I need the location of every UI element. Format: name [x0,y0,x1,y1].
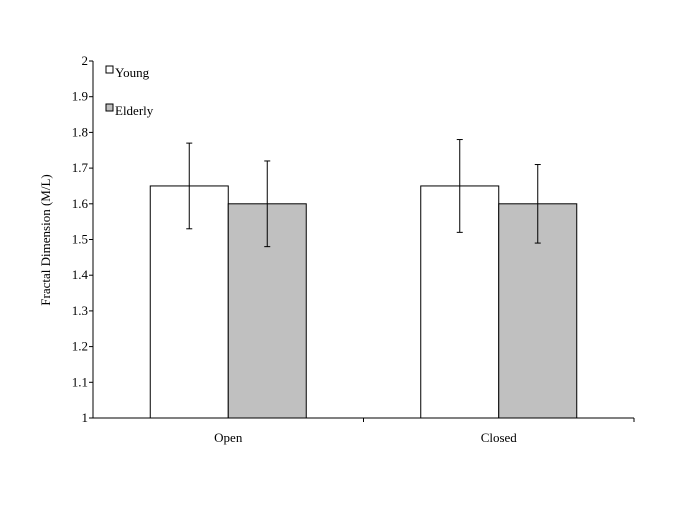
legend-label-elderly: Elderly [115,103,154,118]
legend-swatch-elderly [105,103,114,112]
legend-swatch-young [105,65,114,74]
y-tick-label: 1.1 [72,374,88,389]
y-tick-label: 2 [82,53,89,68]
y-tick-label: 1.9 [72,89,88,104]
y-tick-label: 1.5 [72,232,88,247]
y-tick-label: 1.4 [72,267,89,282]
y-tick-layer: 1 1.1 1.2 1.3 1.4 1.5 1.6 1.7 1.8 1.9 2 [72,53,93,425]
error-bars-layer [186,139,541,248]
legend-label-young: Young [115,65,150,80]
y-tick-label: 1.2 [72,339,88,354]
y-tick-label: 1.7 [72,160,89,175]
y-tick-label: 1 [82,410,89,425]
x-tick-label: Closed [481,430,518,445]
x-tick-label: Open [214,430,243,445]
y-tick-label: 1.8 [72,124,88,139]
x-tick-layer: Open Closed [214,418,635,445]
y-tick-label: 1.6 [72,196,89,211]
bars-layer [149,185,578,419]
y-tick-label: 1.3 [72,303,88,318]
legend: Young Elderly [105,65,154,118]
y-axis-label: Fractal Dimension (M/L) [38,174,53,305]
